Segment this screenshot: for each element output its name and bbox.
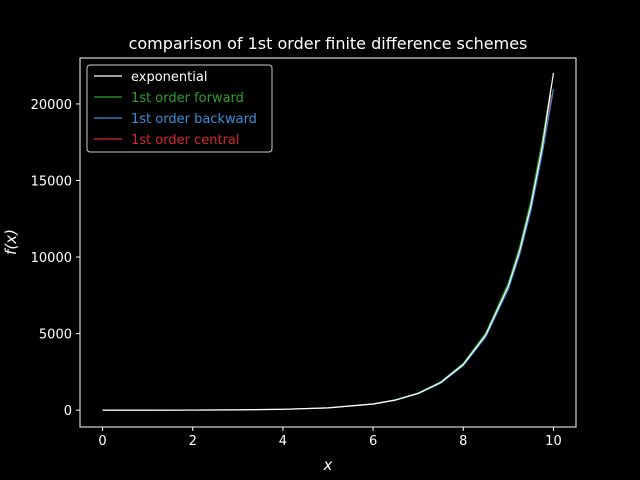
- legend-box: [86, 64, 273, 153]
- y-tick-label: 10000: [31, 251, 72, 266]
- plot-frame: [79, 57, 577, 428]
- chart-title: comparison of 1st order finite differenc…: [129, 34, 528, 53]
- y-axis-label: f(x): [2, 229, 20, 255]
- x-tick-label: 8: [459, 434, 467, 449]
- legend: exponential 1st order forward 1st order ba…: [86, 64, 273, 153]
- legend-label-1st-order-backward: 1st order backward: [131, 112, 257, 127]
- x-tick-label: 4: [279, 434, 287, 449]
- series-line-exponential: [102, 72, 555, 411]
- y-tick-label: 5000: [39, 328, 72, 343]
- y-tick-label: 15000: [31, 174, 72, 189]
- legend-label-1st-order-central: 1st order central: [131, 133, 239, 148]
- x-tick-label: 6: [369, 434, 377, 449]
- y-axis-ticks: 0 5000 10000 15000 20000: [31, 98, 80, 419]
- y-tick-label: 0: [64, 404, 72, 419]
- x-tick-label: 2: [189, 434, 197, 449]
- legend-label-exponential: exponential: [131, 70, 207, 85]
- x-tick-label: 10: [545, 434, 562, 449]
- x-tick-label: 0: [98, 434, 106, 449]
- y-tick-label: 20000: [31, 98, 72, 113]
- x-axis-label: x: [323, 456, 333, 474]
- legend-label-1st-order-forward: 1st order forward: [131, 91, 244, 106]
- plot-marks: [102, 72, 555, 411]
- x-axis-ticks: 0 2 4 6 8 10: [98, 427, 562, 449]
